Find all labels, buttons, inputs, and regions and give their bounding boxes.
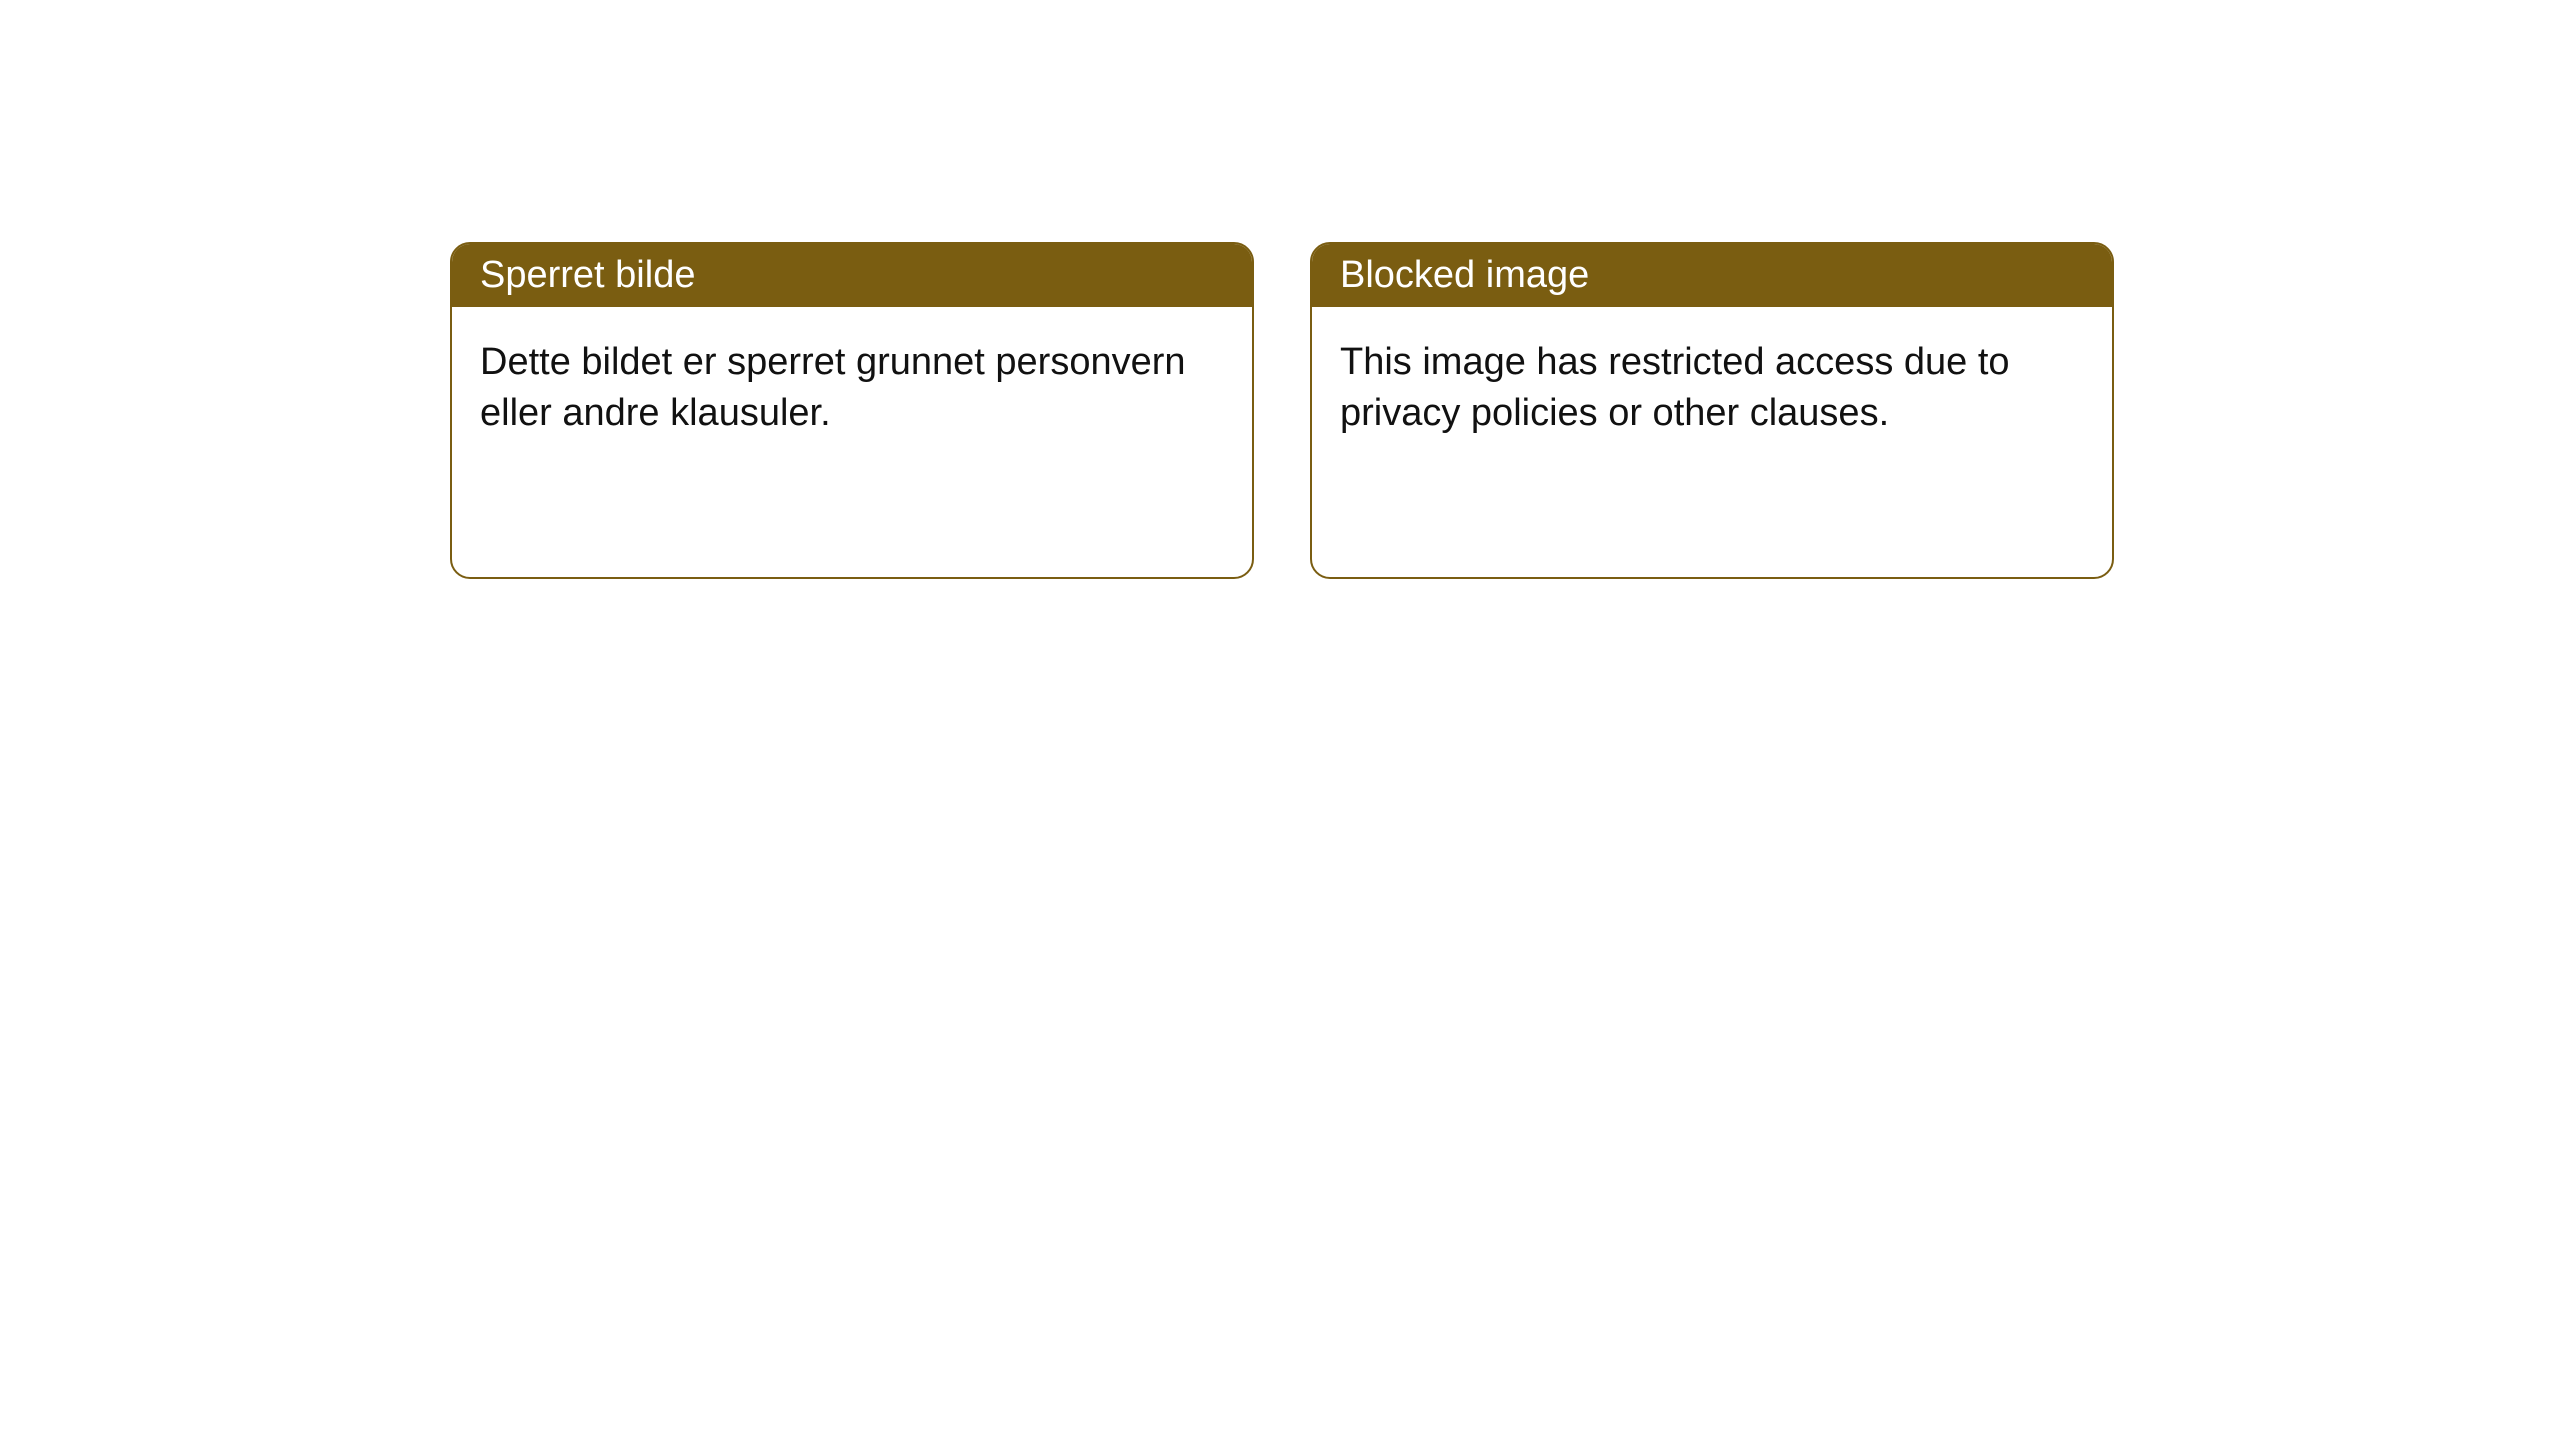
notice-cards-container: Sperret bilde Dette bildet er sperret gr… (450, 242, 2114, 579)
notice-header: Blocked image (1312, 244, 2112, 307)
notice-body: Dette bildet er sperret grunnet personve… (452, 307, 1252, 577)
notice-header: Sperret bilde (452, 244, 1252, 307)
notice-card-norwegian: Sperret bilde Dette bildet er sperret gr… (450, 242, 1254, 579)
notice-card-english: Blocked image This image has restricted … (1310, 242, 2114, 579)
notice-body: This image has restricted access due to … (1312, 307, 2112, 577)
